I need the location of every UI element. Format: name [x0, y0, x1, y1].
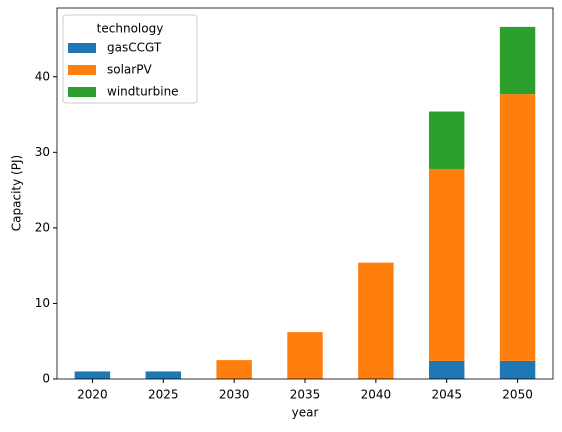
y-axis-label: Capacity (PJ): [10, 155, 24, 231]
x-tick-label: 2030: [219, 388, 250, 402]
bar-segment: [145, 371, 181, 379]
x-tick-label: 2020: [77, 388, 108, 402]
bar-segment: [74, 371, 111, 379]
legend-swatch: [68, 87, 96, 97]
bar-segment: [429, 360, 465, 379]
legend-label: gasCCGT: [107, 41, 162, 55]
y-tick-label: 10: [35, 296, 50, 310]
bar-segment: [499, 94, 536, 361]
x-tick-label: 2050: [502, 388, 533, 402]
y-tick-label: 20: [35, 220, 50, 234]
x-tick-label: 2035: [290, 388, 321, 402]
legend-swatch: [68, 43, 96, 53]
x-axis-label: year: [292, 406, 319, 420]
bar-segment: [429, 168, 465, 361]
y-tick-label: 0: [42, 372, 50, 386]
legend-swatch: [68, 65, 96, 75]
bar-segment: [216, 360, 252, 379]
legend-title: technology: [97, 22, 164, 36]
x-tick-label: 2045: [431, 388, 462, 402]
x-tick-label: 2025: [148, 388, 179, 402]
x-tick-label: 2040: [361, 388, 392, 402]
bar-segment: [499, 26, 536, 95]
y-tick-label: 40: [35, 69, 50, 83]
bar-segment: [358, 262, 394, 379]
y-tick-label: 30: [35, 145, 50, 159]
bar-segment: [429, 111, 465, 169]
plot-frame: [56, 7, 554, 380]
legend-label: solarPV: [107, 63, 152, 77]
legend-box: [62, 14, 198, 104]
bar-segment: [499, 360, 536, 379]
bar-segment: [287, 332, 323, 379]
legend-label: windturbine: [107, 85, 179, 99]
